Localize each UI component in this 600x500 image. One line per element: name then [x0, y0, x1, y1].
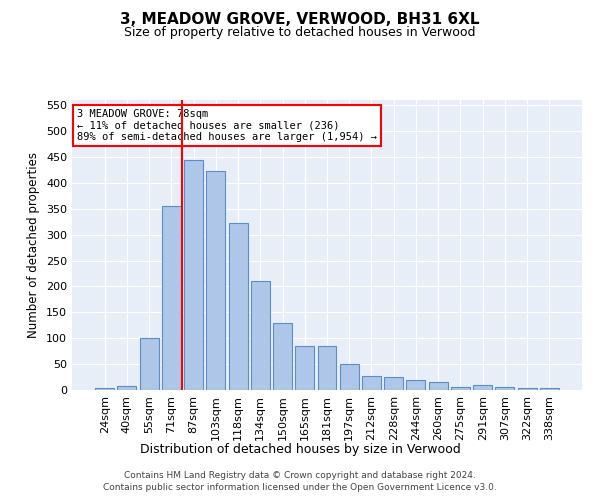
- Bar: [406, 380, 425, 390]
- Bar: [429, 382, 448, 390]
- Bar: [229, 223, 248, 390]
- Bar: [451, 387, 470, 390]
- Bar: [95, 388, 114, 390]
- Text: Size of property relative to detached houses in Verwood: Size of property relative to detached ho…: [124, 26, 476, 39]
- Bar: [496, 388, 514, 390]
- Bar: [118, 386, 136, 390]
- Bar: [140, 338, 158, 390]
- Bar: [206, 172, 225, 390]
- Text: Distribution of detached houses by size in Verwood: Distribution of detached houses by size …: [140, 442, 460, 456]
- Text: 3, MEADOW GROVE, VERWOOD, BH31 6XL: 3, MEADOW GROVE, VERWOOD, BH31 6XL: [120, 12, 480, 28]
- Text: 3 MEADOW GROVE: 78sqm
← 11% of detached houses are smaller (236)
89% of semi-det: 3 MEADOW GROVE: 78sqm ← 11% of detached …: [77, 108, 377, 142]
- Bar: [251, 281, 270, 390]
- Bar: [317, 346, 337, 390]
- Text: Contains public sector information licensed under the Open Government Licence v3: Contains public sector information licen…: [103, 484, 497, 492]
- Bar: [184, 160, 203, 390]
- Bar: [340, 364, 359, 390]
- Bar: [273, 322, 292, 390]
- Bar: [518, 388, 536, 390]
- Bar: [362, 376, 381, 390]
- Bar: [540, 388, 559, 390]
- Text: Contains HM Land Registry data © Crown copyright and database right 2024.: Contains HM Land Registry data © Crown c…: [124, 471, 476, 480]
- Bar: [473, 385, 492, 390]
- Bar: [384, 377, 403, 390]
- Bar: [295, 346, 314, 390]
- Bar: [162, 206, 181, 390]
- Y-axis label: Number of detached properties: Number of detached properties: [28, 152, 40, 338]
